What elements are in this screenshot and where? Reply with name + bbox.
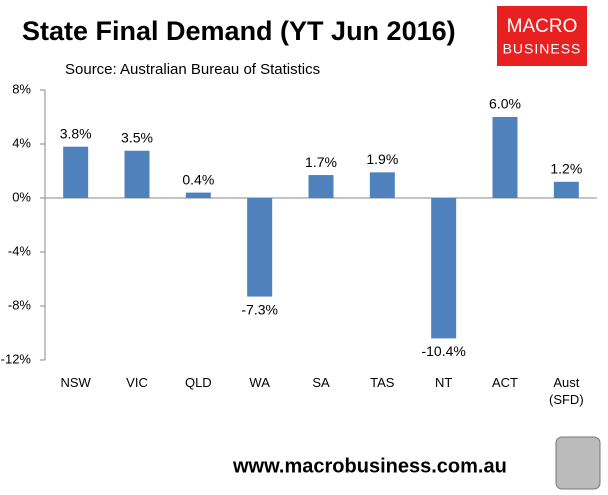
- value-label: 1.7%: [305, 154, 337, 170]
- y-tick-label: -8%: [8, 297, 32, 312]
- footer-url: www.macrobusiness.com.au: [232, 455, 507, 477]
- value-label: 1.2%: [550, 161, 582, 177]
- y-tick-label: -12%: [1, 351, 32, 366]
- y-tick-label: -4%: [8, 243, 32, 258]
- logo-text: MACRO: [507, 16, 578, 37]
- x-tick-label: Aust (SFD): [548, 375, 584, 407]
- logo-text: BUSINESS: [503, 41, 582, 57]
- bar: [553, 181, 579, 198]
- value-label: 3.8%: [60, 125, 92, 141]
- x-tick-label: TAS: [370, 375, 395, 390]
- x-tick-label: SA: [312, 375, 330, 390]
- logo-box: [497, 6, 587, 66]
- wolf-logo: [555, 436, 601, 490]
- bar: [124, 150, 150, 198]
- y-tick-label: 8%: [12, 81, 31, 96]
- value-label: 1.9%: [366, 151, 398, 167]
- bar: [369, 172, 395, 198]
- bar: [492, 117, 518, 198]
- x-tick-label: VIC: [126, 375, 148, 390]
- x-tick-label: NT: [434, 375, 453, 390]
- x-tick-label: QLD: [184, 375, 212, 390]
- x-tick-label: NSW: [60, 375, 91, 390]
- bar: [431, 198, 457, 339]
- chart-subtitle: Source: Australian Bureau of Statistics: [65, 61, 320, 78]
- value-label: -10.4%: [421, 343, 465, 359]
- bar: [185, 192, 211, 198]
- bar: [308, 175, 334, 198]
- bar: [247, 198, 273, 297]
- x-tick-label: WA: [249, 375, 270, 390]
- y-tick-label: 0%: [12, 189, 31, 204]
- value-label: -7.3%: [241, 301, 278, 317]
- value-label: 3.5%: [121, 129, 153, 145]
- x-tick-label: ACT: [492, 375, 518, 390]
- y-tick-label: 4%: [12, 135, 31, 150]
- value-label: 0.4%: [182, 171, 214, 187]
- bar: [63, 146, 89, 198]
- value-label: 6.0%: [489, 96, 521, 112]
- chart-title: State Final Demand (YT Jun 2016): [22, 16, 456, 46]
